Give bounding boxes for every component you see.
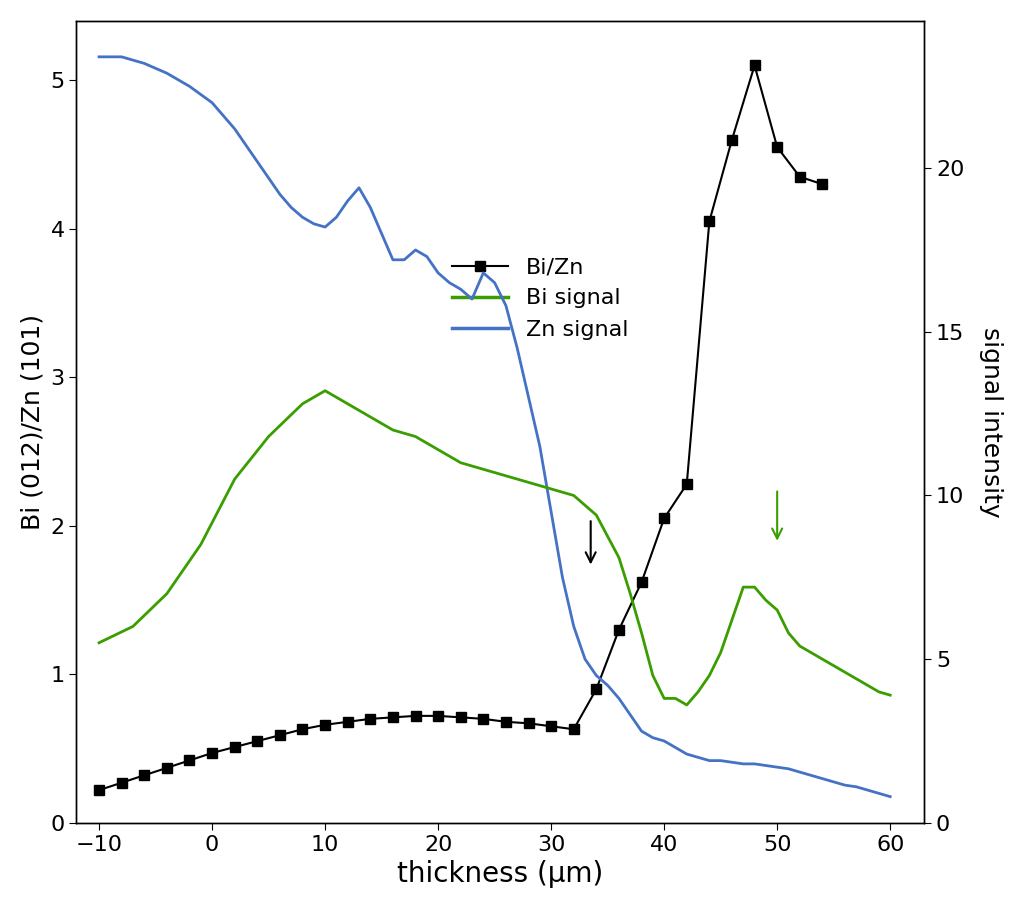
X-axis label: thickness (μm): thickness (μm) — [397, 860, 603, 888]
Y-axis label: Bi (012)/Zn (101): Bi (012)/Zn (101) — [20, 314, 45, 530]
Y-axis label: signal intensity: signal intensity — [979, 326, 1004, 517]
Legend: Bi/Zn, Bi signal, Zn signal: Bi/Zn, Bi signal, Zn signal — [443, 248, 637, 348]
